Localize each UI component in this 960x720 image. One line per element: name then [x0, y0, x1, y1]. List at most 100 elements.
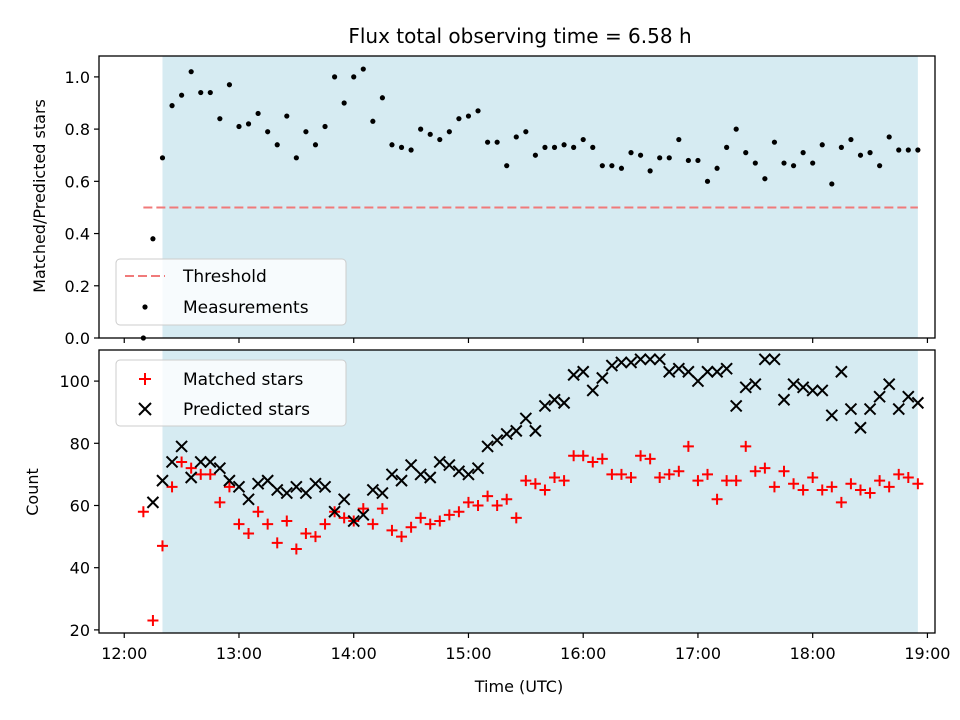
measurement-point	[437, 136, 443, 143]
measurement-point	[284, 113, 290, 119]
measurement-point	[704, 178, 711, 184]
measurement-point	[303, 129, 309, 135]
measurement-point	[322, 123, 328, 130]
predicted-star-point	[634, 353, 647, 366]
measurement-point	[571, 144, 577, 150]
matched-star-point	[596, 453, 608, 465]
legend-predicted-swatch	[138, 402, 152, 416]
x-tick-label: 14:00	[331, 644, 377, 663]
predicted-star-point	[184, 471, 198, 484]
matched-star-point	[730, 475, 742, 487]
predicted-star-point	[261, 474, 274, 487]
measurement-point	[513, 134, 519, 140]
predicted-star-point	[376, 486, 389, 500]
measurement-point	[628, 150, 634, 156]
matched-star-point	[396, 531, 408, 543]
matched-star-point	[702, 468, 714, 480]
measurement-point	[551, 144, 558, 150]
matched-star-point	[424, 518, 436, 530]
predicted-star-point	[749, 378, 762, 391]
predicted-star-point	[357, 508, 370, 522]
measurement-point	[790, 163, 797, 169]
predicted-star-point	[557, 396, 571, 410]
predicted-star-point	[424, 471, 437, 484]
predicted-star-point	[777, 393, 791, 406]
predicted-star-point	[624, 356, 638, 369]
top-panel: 0.0 0.2 0.4 0.6 0.8 1.0 Matched/Predicted sta…	[30, 55, 936, 348]
predicted-star-point	[605, 359, 619, 372]
matched-star-point	[749, 465, 761, 477]
matched-star-point	[357, 503, 369, 515]
measurement-point	[245, 121, 252, 127]
predicted-star-point	[404, 458, 418, 472]
matched-star-point	[319, 518, 331, 530]
predicted-star-point	[414, 468, 427, 481]
measurement-point	[150, 236, 156, 242]
matched-star-point	[644, 453, 656, 465]
matched-star-point	[472, 499, 484, 511]
measurement-point	[657, 155, 663, 161]
measurement-point	[274, 142, 280, 148]
measurement-point	[609, 163, 615, 169]
measurement-point	[523, 129, 529, 135]
measurement-point	[456, 116, 462, 122]
bottom-y-tick-label: 80	[70, 434, 90, 453]
top-legend: Threshold Measurements	[115, 258, 347, 326]
measurement-points	[140, 66, 921, 341]
predicted-star-point	[156, 474, 169, 487]
predicted-star-point	[758, 353, 772, 366]
matched-star-point	[252, 506, 264, 518]
measurement-point	[637, 152, 644, 158]
matched-star-point	[587, 456, 599, 468]
predicted-star-point	[911, 396, 925, 410]
matched-star-point	[539, 484, 551, 496]
measurement-point	[733, 126, 739, 132]
top-x-ticks	[123, 338, 929, 343]
measurement-point	[236, 123, 242, 130]
matched-star-point	[223, 481, 235, 493]
matched-star-point	[682, 440, 694, 452]
matched-star-point	[166, 481, 178, 493]
matched-star-point	[845, 478, 857, 490]
predicted-star-point	[290, 480, 303, 494]
measurement-point	[714, 165, 720, 171]
measurement-point	[676, 136, 682, 143]
measurement-point	[542, 144, 548, 150]
x-axis-label: Time (UTC)	[474, 677, 563, 696]
matched-star-point	[558, 475, 570, 487]
predicted-star-point	[720, 362, 733, 375]
bottom-y-tick-label: 60	[70, 496, 90, 515]
top-legend-box	[115, 258, 347, 326]
predicted-star-point	[500, 427, 513, 441]
measurement-point	[408, 147, 414, 153]
predicted-star-point	[443, 458, 456, 472]
matched-star-point	[864, 487, 876, 499]
measurement-point	[915, 147, 921, 153]
predicted-star-point	[347, 514, 360, 528]
top-y-tick-label: 0.6	[65, 172, 90, 191]
measurement-point	[370, 118, 376, 124]
matched-star-point	[415, 512, 427, 524]
matched-star-point	[807, 472, 819, 484]
predicted-star-point	[576, 365, 590, 378]
predicted-star-point	[529, 424, 542, 438]
matched-star-point	[740, 440, 752, 452]
legend-matched-label: Matched stars	[183, 370, 303, 390]
matched-star-point	[338, 512, 350, 524]
predicted-star-point	[146, 496, 160, 509]
predicted-star-point	[710, 365, 724, 378]
predicted-star-point	[787, 378, 800, 391]
measurement-point	[647, 168, 653, 174]
top-y-tick-label: 0.2	[65, 277, 90, 296]
matched-star-point	[405, 521, 417, 533]
bottom-legend: Matched stars Predicted stars	[115, 359, 347, 427]
matched-star-point	[233, 518, 245, 530]
predicted-star-point	[280, 486, 293, 500]
matched-star-point	[874, 475, 886, 487]
measurement-point	[724, 144, 730, 150]
predicted-star-point	[768, 353, 781, 366]
measurement-point	[398, 144, 405, 150]
top-y-axis-label: Matched/Predicted stars	[30, 99, 49, 293]
matched-star-point	[663, 468, 675, 480]
measurement-point	[752, 160, 758, 166]
